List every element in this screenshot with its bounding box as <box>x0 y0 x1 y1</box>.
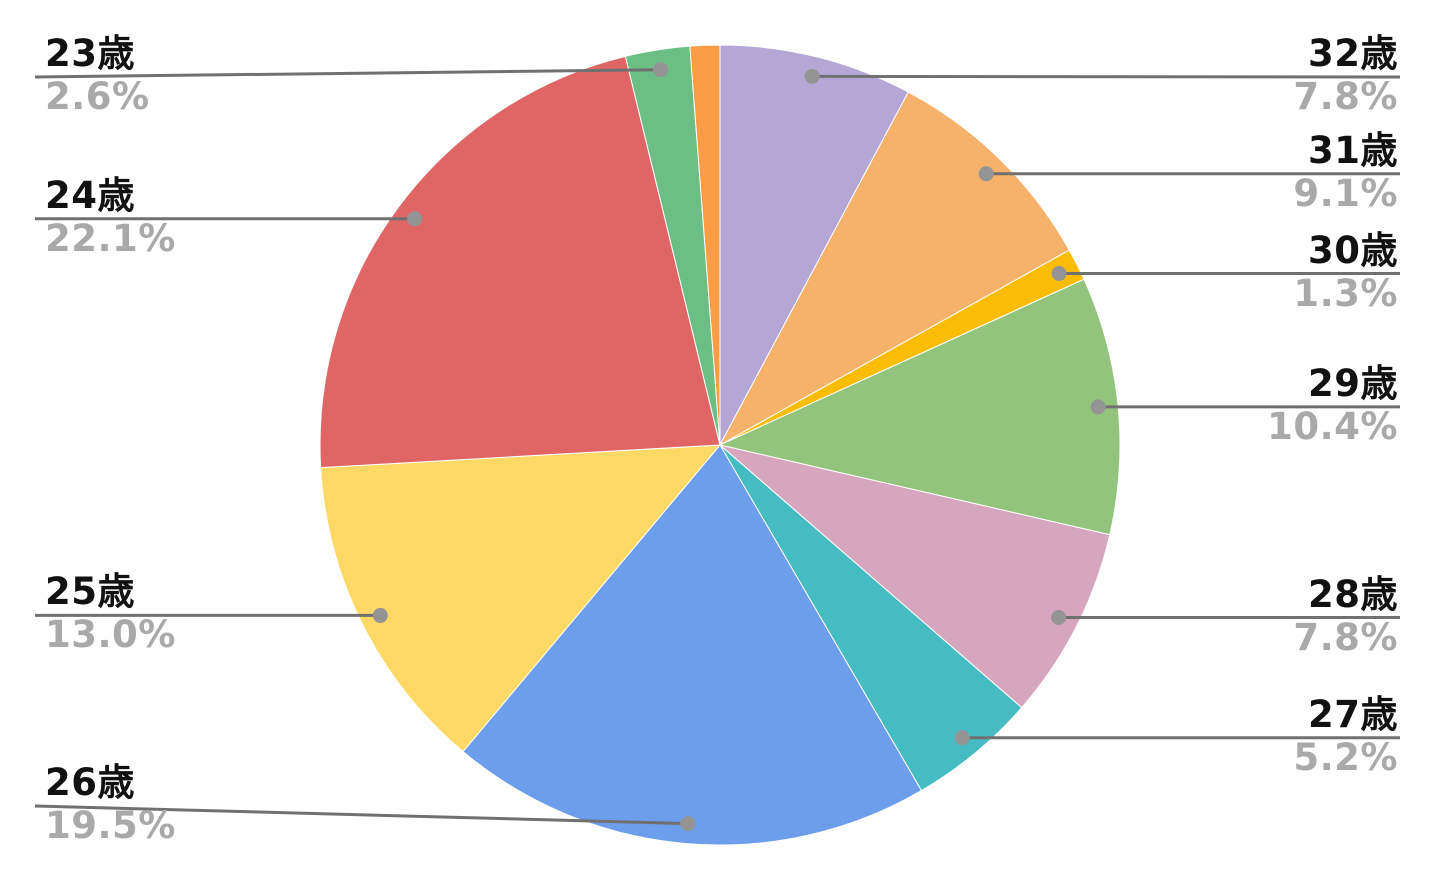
slice-callout-29歳: 29歳 10.4% <box>1267 361 1398 449</box>
slice-callout-25歳: 25歳 13.0% <box>45 571 176 657</box>
pie-slice-32歳 <box>719 44 909 446</box>
pie-slice-25歳 <box>320 444 722 753</box>
slice-pct-label: 2.6% <box>45 75 150 118</box>
pie-slice-29歳 <box>718 278 1121 536</box>
leader-dot-28歳 <box>1051 610 1067 625</box>
pie-slice-24歳 <box>319 55 721 469</box>
slice-callout-30歳: 30歳 1.3% <box>1293 228 1398 316</box>
slice-callout-24歳: 24歳 22.1% <box>45 173 176 261</box>
slice-age-label: 30歳 <box>1308 228 1398 272</box>
leader-dot-29歳 <box>1090 399 1106 415</box>
slice-age-label: 25歳 <box>45 570 135 614</box>
leader-dot-26歳 <box>680 816 696 832</box>
slice-pct-label: 9.1% <box>1293 171 1398 215</box>
leader-line-32歳 <box>812 74 1401 79</box>
slice-age-label: 29歳 <box>1308 361 1398 405</box>
slice-callout-23歳: 23歳 2.6% <box>45 33 150 119</box>
slice-age-label: 26歳 <box>45 761 135 804</box>
pie-slice-26歳 <box>462 444 923 846</box>
leader-line-23歳 <box>34 68 661 79</box>
slice-age-label: 32歳 <box>1308 32 1398 75</box>
leader-line-26歳 <box>34 804 688 826</box>
slice-pct-label: 1.3% <box>1293 271 1398 315</box>
slice-callout-28歳: 28歳 7.8% <box>1293 572 1398 660</box>
slice-age-label: 23歳 <box>45 32 135 75</box>
slice-pct-label: 10.4% <box>1267 404 1398 448</box>
slice-pct-label: 7.8% <box>1293 75 1398 118</box>
leader-dot-27歳 <box>954 730 970 746</box>
slice-pct-label: 7.8% <box>1293 615 1398 659</box>
slice-callout-32歳: 32歳 7.8% <box>1293 33 1398 119</box>
leader-dot-30歳 <box>1051 266 1067 281</box>
leader-dot-31歳 <box>978 166 994 182</box>
slice-age-label: 31歳 <box>1308 128 1398 172</box>
slice-callout-26歳: 26歳 19.5% <box>45 762 176 848</box>
slice-callout-31歳: 31歳 9.1% <box>1293 128 1398 216</box>
pie-slice-31歳 <box>718 91 1070 447</box>
slice-pct-label: 13.0% <box>45 613 176 657</box>
leader-dot-32歳 <box>804 68 820 84</box>
slice-callout-27歳: 27歳 5.2% <box>1293 692 1398 780</box>
pie-slice-28歳 <box>719 444 1111 709</box>
leader-dot-23歳 <box>653 62 669 78</box>
leader-dot-25歳 <box>372 607 388 623</box>
slice-pct-label: 19.5% <box>45 804 176 847</box>
pie-slice-other <box>689 44 721 446</box>
leader-dot-24歳 <box>407 211 423 227</box>
slice-age-label: 27歳 <box>1308 692 1398 736</box>
slice-age-label: 28歳 <box>1308 572 1398 616</box>
slice-age-label: 24歳 <box>45 173 135 217</box>
slice-pct-label: 5.2% <box>1293 735 1398 779</box>
slice-pct-label: 22.1% <box>45 216 176 260</box>
